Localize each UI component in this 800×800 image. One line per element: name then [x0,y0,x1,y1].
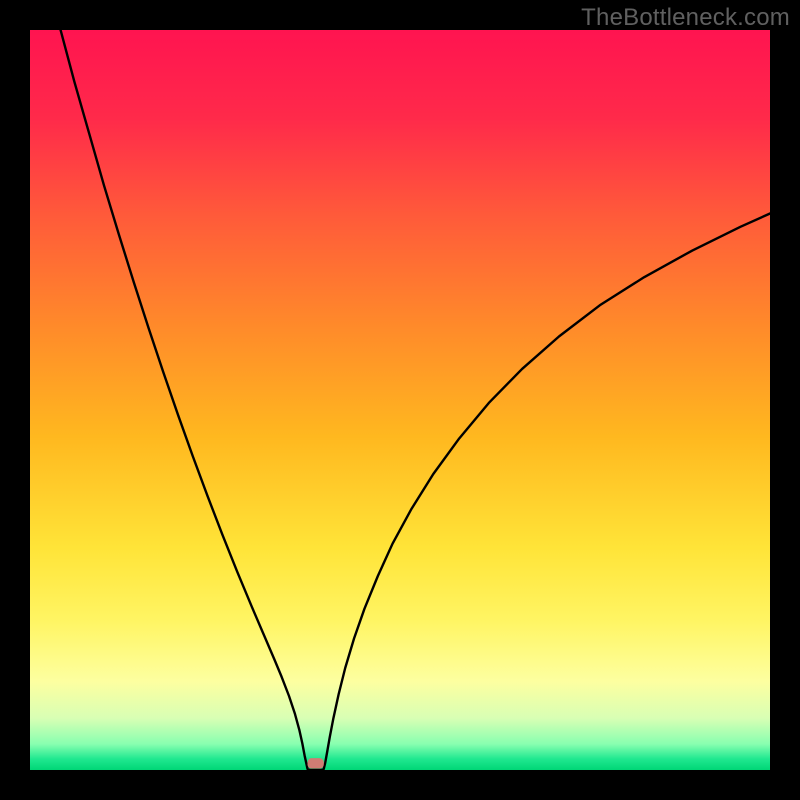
optimum-marker [308,758,324,768]
gradient-background [30,30,770,770]
watermark-text: TheBottleneck.com [581,4,790,32]
bottleneck-chart [0,0,800,800]
